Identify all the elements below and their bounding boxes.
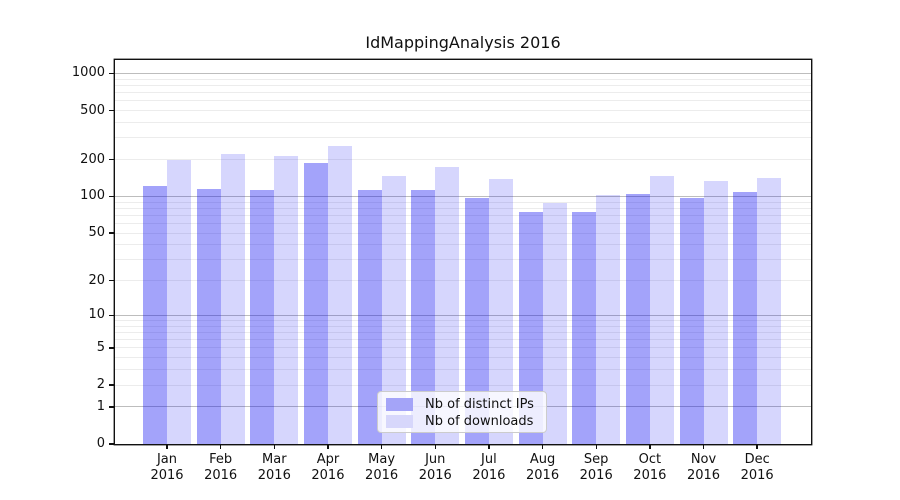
minor-gridline: [115, 259, 811, 261]
bar-nb-of-downloads-dec: [757, 177, 782, 444]
bar-nb-of-downloads-oct: [649, 175, 674, 444]
y-axis-tick: [109, 406, 115, 408]
y-axis-tick: [109, 280, 115, 282]
y-axis-tick: [109, 384, 115, 386]
legend-item-distinct-ips: Nb of distinct IPs: [378, 396, 546, 413]
x-axis-tick: [166, 444, 168, 449]
minor-gridline: [115, 339, 811, 341]
y-axis-tick: [109, 158, 115, 161]
minor-gridline: [115, 384, 811, 386]
x-tick-label: Oct 2016: [633, 452, 667, 483]
x-axis-tick: [702, 444, 705, 449]
y-tick-label: 100: [80, 188, 105, 204]
minor-gridline: [115, 100, 811, 102]
x-axis-tick: [380, 444, 383, 449]
bar-nb-of-downloads-mar: [274, 156, 299, 444]
y-tick-label: 20: [88, 272, 105, 288]
plot-area: Nb of distinct IPs Nb of downloads 0 1 2 5 1…: [72, 60, 811, 483]
chart-title: IdMappingAnalysis 2016: [365, 33, 561, 52]
y-tick-label: 1000: [71, 65, 105, 81]
y-tick-label: 200: [80, 151, 105, 167]
minor-gridline: [115, 232, 811, 234]
y-axis-tick: [109, 109, 115, 112]
legend: Nb of distinct IPs Nb of downloads: [377, 391, 547, 433]
y-axis-tick: [109, 72, 115, 75]
minor-gridline: [115, 347, 811, 349]
y-axis-tick: [109, 347, 115, 349]
minor-gridline: [115, 201, 811, 203]
legend-swatch-downloads: [386, 415, 413, 428]
y-tick-label: 5: [96, 339, 105, 355]
bar-nb-of-distinct-ips-feb: [196, 189, 221, 444]
y-tick-label: 10: [88, 307, 105, 323]
minor-gridline: [115, 369, 811, 371]
x-tick-label: Feb 2016: [204, 452, 238, 483]
minor-gridline: [115, 84, 811, 86]
minor-gridline: [115, 325, 811, 327]
legend-item-downloads: Nb of downloads: [378, 413, 546, 430]
minor-gridline: [115, 110, 811, 112]
x-axis-tick: [219, 444, 222, 449]
minor-gridline: [115, 244, 811, 246]
bar-nb-of-distinct-ips-dec: [733, 192, 758, 444]
bar-nb-of-downloads-nov: [703, 180, 728, 444]
bar-nb-of-distinct-ips-nov: [679, 197, 704, 444]
y-tick-label: 500: [80, 102, 105, 118]
y-tick-label: 0: [96, 436, 105, 451]
x-axis-tick: [273, 444, 275, 449]
minor-gridline: [115, 214, 811, 216]
x-tick-label: Dec 2016: [740, 452, 774, 483]
x-axis-tick: [327, 444, 329, 449]
x-axis-tick: [434, 444, 436, 449]
x-tick-label: Aug 2016: [526, 452, 560, 483]
minor-gridline: [115, 159, 811, 161]
minor-gridline: [115, 280, 811, 282]
x-tick-label: Sep 2016: [579, 452, 613, 483]
minor-gridline: [115, 319, 811, 321]
bar-nb-of-downloads-apr: [327, 145, 352, 444]
bar-nb-of-distinct-ips-jan: [143, 185, 167, 444]
bar-nb-of-downloads-jan: [167, 160, 191, 444]
y-axis-tick: [109, 232, 115, 234]
x-axis-tick: [649, 444, 651, 449]
y-axis-tick: [109, 314, 115, 317]
x-tick-label: Jan 2016: [150, 452, 184, 483]
major-gridline: [115, 314, 811, 316]
y-axis-tick: [109, 443, 115, 445]
x-tick-label: Nov 2016: [686, 452, 721, 483]
bar-nb-of-distinct-ips-sep: [572, 211, 597, 444]
x-tick-label: Jun 2016: [418, 452, 452, 483]
minor-gridline: [115, 92, 811, 94]
major-gridline: [115, 195, 811, 197]
x-tick-label: Apr 2016: [311, 452, 345, 483]
bar-nb-of-downloads-feb: [220, 154, 245, 444]
x-axis-tick: [541, 444, 544, 449]
y-tick-label: 1: [96, 398, 105, 414]
x-tick-label: Mar 2016: [257, 452, 291, 483]
legend-swatch-distinct-ips: [386, 398, 413, 411]
y-tick-label: 50: [88, 225, 105, 241]
major-gridline: [115, 72, 811, 74]
minor-gridline: [115, 331, 811, 333]
minor-gridline: [115, 78, 811, 80]
minor-gridline: [115, 137, 811, 139]
x-axis-tick: [595, 444, 597, 449]
bar-nb-of-distinct-ips-apr: [303, 163, 328, 444]
bar-nb-of-distinct-ips-mar: [250, 190, 275, 444]
bar-nb-of-distinct-ips-oct: [625, 194, 650, 444]
minor-gridline: [115, 122, 811, 123]
x-axis-tick: [756, 444, 758, 449]
minor-gridline: [115, 207, 811, 209]
minor-gridline: [115, 357, 811, 359]
minor-gridline: [115, 223, 811, 224]
x-axis-tick: [488, 444, 490, 449]
y-tick-label: 2: [96, 377, 105, 393]
x-tick-label: May 2016: [365, 452, 399, 483]
bar-nb-of-downloads-sep: [596, 195, 621, 444]
y-axis-tick: [109, 195, 115, 198]
legend-label-downloads: Nb of downloads: [425, 414, 534, 429]
legend-label-distinct-ips: Nb of distinct IPs: [425, 397, 534, 412]
x-tick-label: Jul 2016: [472, 452, 506, 483]
